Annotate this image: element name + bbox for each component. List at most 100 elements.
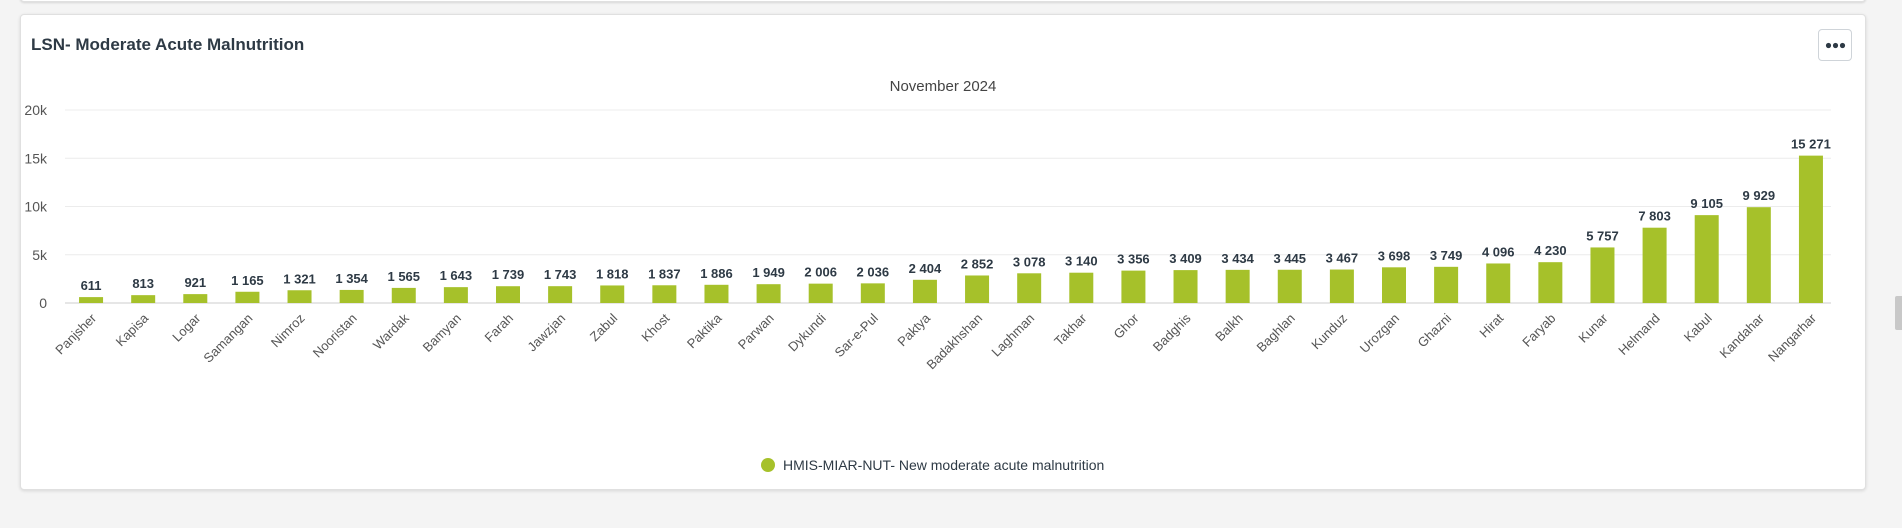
x-tick-label: Badghis [1150, 310, 1194, 354]
data-label: 611 [81, 278, 102, 293]
bar[interactable] [496, 286, 520, 303]
bar[interactable] [965, 275, 990, 303]
y-axis-ticks: 0 5k 10k 15k 20k [24, 102, 48, 311]
x-tick-label: Kabul [1681, 310, 1715, 344]
data-label: 3 434 [1221, 251, 1254, 266]
data-label: 2 852 [961, 256, 994, 271]
x-tick-label: Kunduz [1308, 311, 1350, 353]
bar[interactable] [912, 279, 937, 303]
bar[interactable] [1225, 269, 1250, 303]
data-label: 1 949 [752, 265, 785, 280]
data-label: 4 230 [1534, 243, 1567, 258]
data-label: 3 445 [1273, 251, 1306, 266]
bar[interactable] [131, 295, 156, 303]
ellipsis-icon [1825, 42, 1846, 49]
data-label: 1 743 [544, 267, 577, 282]
data-label: 9 105 [1690, 196, 1723, 211]
x-tick-label: Nooristan [310, 311, 360, 361]
bar[interactable] [756, 284, 781, 303]
x-tick-label: Baghlan [1254, 311, 1298, 355]
bar[interactable] [1434, 266, 1459, 303]
bar[interactable] [1382, 267, 1406, 303]
legend-item[interactable]: HMIS-MIAR-NUT- New moderate acute malnut… [761, 455, 1104, 475]
data-label: 1 886 [700, 266, 733, 281]
y-tick-label: 0 [39, 295, 47, 311]
bars [79, 155, 1823, 303]
data-label: 4 096 [1482, 244, 1515, 259]
bar[interactable] [1173, 270, 1198, 303]
data-label: 1 818 [596, 266, 629, 281]
y-tick-label: 5k [32, 247, 48, 263]
bar[interactable] [1069, 272, 1094, 303]
x-tick-label: Paktya [894, 310, 933, 349]
bar[interactable] [235, 291, 260, 303]
data-label: 9 929 [1743, 188, 1776, 203]
data-label: 2 036 [857, 264, 890, 279]
bar[interactable] [287, 290, 312, 303]
bar[interactable] [1798, 155, 1823, 303]
x-tick-label: Khost [638, 310, 672, 344]
x-tick-label: Faryab [1519, 311, 1558, 350]
x-tick-label: Paktika [684, 310, 725, 351]
bar[interactable] [652, 285, 677, 303]
bar[interactable] [443, 287, 468, 303]
bar[interactable] [1694, 215, 1719, 303]
data-label: 1 321 [283, 271, 316, 286]
x-tick-label: Zabul [587, 310, 621, 344]
x-tick-label: Balkh [1212, 311, 1246, 345]
bar[interactable] [600, 285, 625, 303]
bar[interactable] [1486, 263, 1511, 303]
bar[interactable] [1538, 262, 1563, 303]
bar[interactable] [1121, 270, 1146, 303]
bar[interactable] [1017, 273, 1042, 303]
x-tick-label: Sar-e-Pul [832, 310, 882, 360]
x-tick-label: Kapisa [113, 310, 152, 349]
x-tick-label: Farah [481, 311, 516, 346]
x-tick-label: Wardak [370, 310, 412, 352]
bar[interactable] [860, 283, 885, 303]
x-tick-label: Takhar [1051, 310, 1090, 349]
card-title: LSN- Moderate Acute Malnutrition [31, 35, 305, 54]
bar[interactable] [339, 289, 364, 303]
data-label: 3 749 [1430, 248, 1463, 263]
data-label: 1 565 [387, 269, 420, 284]
chart-card: LSN- Moderate Acute Malnutrition Novembe… [20, 14, 1866, 490]
data-label: 5 757 [1586, 228, 1619, 243]
x-tick-label: Urozgan [1357, 311, 1402, 356]
bar[interactable] [79, 297, 104, 303]
bar[interactable] [1277, 269, 1302, 303]
bar[interactable] [391, 287, 416, 303]
bar[interactable] [1642, 227, 1667, 303]
bar[interactable] [1590, 247, 1615, 303]
x-tick-label: Laghman [988, 311, 1037, 360]
x-tick-label: Nimroz [268, 311, 308, 351]
x-tick-label: Nangarhar [1765, 310, 1820, 365]
x-tick-label: Bamyan [420, 311, 464, 355]
x-tick-label: Parwan [735, 311, 777, 353]
data-label: 3 698 [1378, 248, 1411, 263]
legend-label: HMIS-MIAR-NUT- New moderate acute malnut… [783, 457, 1105, 473]
bar[interactable] [808, 283, 833, 303]
legend-swatch [761, 458, 775, 472]
bar[interactable] [1329, 269, 1354, 303]
x-tick-label: Badakhshan [923, 311, 985, 373]
y-tick-label: 15k [24, 150, 48, 166]
bar[interactable] [1746, 207, 1771, 303]
data-label: 15 271 [1791, 137, 1831, 152]
bar[interactable] [183, 294, 208, 303]
chart-menu-button[interactable] [1818, 29, 1852, 61]
data-label: 2 404 [909, 261, 942, 276]
data-label: 1 165 [231, 273, 264, 288]
chart-subtitle: November 2024 [890, 78, 997, 95]
bar[interactable] [548, 286, 573, 303]
x-tick-label: Samangan [200, 311, 255, 366]
grid-lines [65, 109, 1831, 304]
scrollbar-handle[interactable] [1895, 296, 1902, 330]
bar[interactable] [704, 284, 729, 303]
data-label: 3 409 [1169, 251, 1202, 266]
x-tick-label: Kandahar [1716, 310, 1767, 361]
data-label: 3 467 [1326, 251, 1359, 266]
x-tick-label: Ghor [1110, 310, 1142, 342]
data-label: 3 078 [1013, 254, 1046, 269]
data-label: 1 354 [335, 271, 368, 286]
